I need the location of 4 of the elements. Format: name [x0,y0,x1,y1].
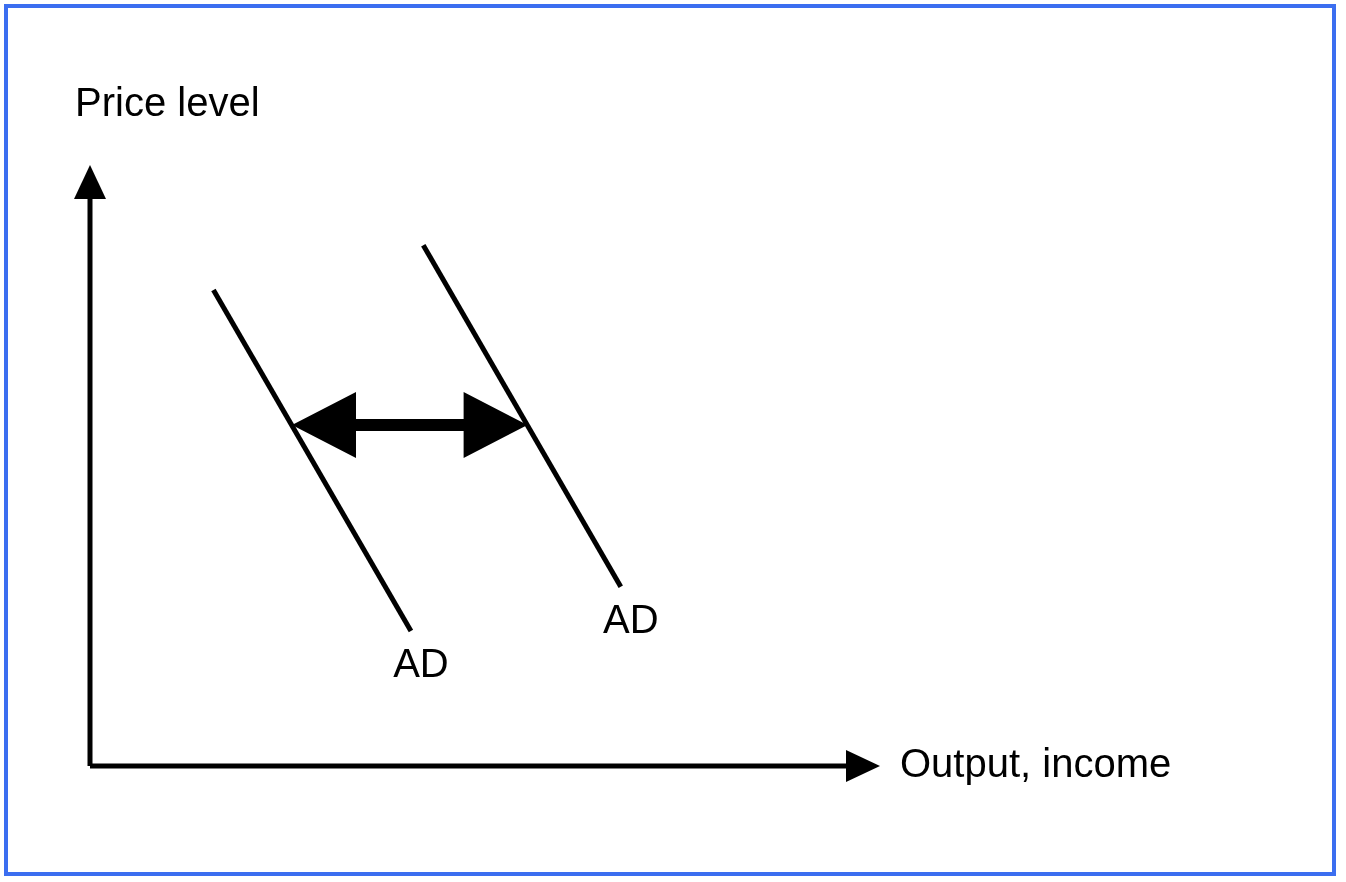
y-axis-title: Price level [75,80,260,125]
series-label: AD [602,596,659,641]
x-axis-title: Output, income [900,741,1172,786]
series-label: AD [393,641,449,686]
